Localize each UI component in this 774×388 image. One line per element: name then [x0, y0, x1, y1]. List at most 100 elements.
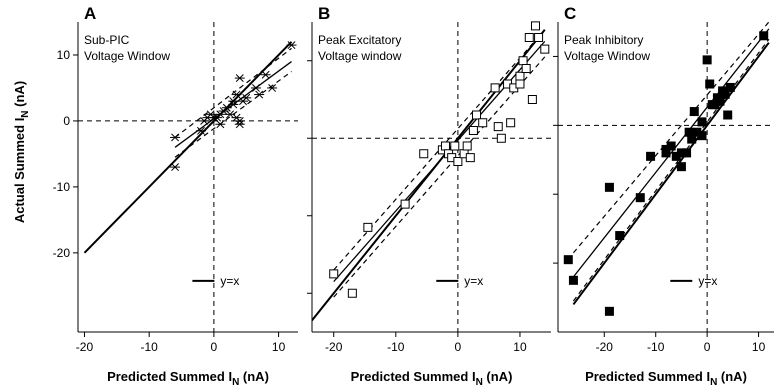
data-point — [697, 131, 707, 141]
data-point — [687, 134, 697, 144]
data-point — [530, 21, 540, 31]
data-point — [250, 84, 261, 92]
x-tick-label: -10 — [647, 340, 665, 354]
x-tick-label: 0 — [455, 340, 462, 354]
panel-a: -20 -10 0 10 -20 -10 0 10 A Sub-PIC Voltage Window… — [53, 4, 298, 388]
identity-line — [83, 41, 293, 254]
regression-line — [572, 28, 770, 278]
x-tick-label: 0 — [704, 340, 711, 354]
data-point-stroke — [287, 41, 296, 50]
data-point — [563, 255, 573, 265]
identity-line — [312, 29, 546, 322]
data-point — [715, 96, 725, 106]
x-axis-label: Predicted Summed IN (nA) — [585, 369, 747, 388]
x-tick-label: 10 — [752, 340, 766, 354]
data-point — [682, 148, 692, 158]
confidence-lower-line — [572, 38, 770, 302]
panel-title-line: Voltage Window — [564, 49, 650, 63]
x-axis-label-sub: N — [476, 377, 483, 388]
plot-area — [312, 21, 551, 332]
data-point — [241, 93, 252, 102]
data-point-stroke — [171, 163, 180, 172]
y-tick-label: -20 — [53, 246, 71, 260]
data-point — [215, 120, 226, 129]
data-point — [506, 118, 516, 128]
data-point — [615, 231, 625, 241]
data-point — [170, 163, 181, 172]
data-point — [702, 55, 712, 65]
confidence-upper-line — [572, 21, 770, 254]
data-point-stroke — [171, 133, 180, 142]
data-point — [329, 269, 339, 279]
data-point — [347, 288, 357, 298]
legend-label: y=x — [464, 274, 483, 288]
data-point-stroke — [235, 120, 244, 129]
confidence-lower-line — [333, 56, 546, 298]
x-axis-label-main: Predicted Summed I — [351, 369, 476, 384]
data-point — [518, 56, 528, 66]
confidence-upper-line — [174, 47, 292, 138]
data-point — [646, 151, 656, 161]
data-point — [419, 149, 429, 159]
x-axis-label-unit: (nA) — [717, 369, 747, 384]
data-point — [521, 64, 531, 73]
data-point — [705, 79, 715, 89]
x-tick-label: -20 — [596, 340, 614, 354]
x-axis-label: Predicted Summed IN (nA) — [107, 369, 269, 388]
data-point — [697, 117, 707, 127]
regression-line — [333, 40, 546, 283]
data-point — [496, 133, 506, 143]
identity-line — [572, 42, 770, 306]
data-point — [759, 31, 769, 41]
data-point — [472, 110, 482, 120]
data-point — [478, 118, 488, 128]
data-point — [228, 97, 239, 106]
panels: -20 -10 0 10 -20 -10 0 10 A Sub-PIC Voltage Window… — [53, 4, 774, 388]
data-point — [604, 182, 614, 192]
x-tick-label: -10 — [141, 340, 159, 354]
data-point — [493, 122, 503, 132]
data-point — [725, 82, 735, 92]
plot-area — [558, 21, 774, 332]
data-point — [635, 193, 645, 203]
data-point-stroke — [235, 74, 244, 83]
data-point-stroke — [251, 84, 260, 92]
panel-c: -20 -10 0 10 C Peak Inhibitory Voltage Window y… — [553, 4, 774, 388]
y-tick-label: 10 — [57, 48, 71, 62]
data-point — [465, 153, 475, 163]
plot-area — [78, 22, 298, 332]
x-tick-label: -10 — [387, 340, 405, 354]
data-point — [468, 126, 478, 135]
data-point — [363, 222, 373, 232]
data-point — [453, 157, 463, 166]
x-axis-label-main: Predicted Summed I — [107, 369, 232, 384]
legend-label: y=x — [698, 274, 717, 288]
x-tick-label: 10 — [513, 340, 527, 354]
data-point-stroke — [255, 90, 264, 99]
data-point — [267, 84, 278, 92]
panel-title-line: Peak Excitatory — [318, 33, 401, 47]
x-axis-label-main: Predicted Summed I — [585, 369, 710, 384]
data-point — [515, 71, 525, 81]
data-point — [195, 126, 206, 135]
x-tick-label: -20 — [76, 340, 94, 354]
data-point-stroke — [242, 93, 251, 102]
data-point — [689, 107, 699, 117]
y-axis-label: Actual Summed IN (nA) — [12, 81, 31, 223]
data-point — [676, 162, 686, 172]
data-point-stroke — [226, 110, 235, 119]
data-point — [666, 141, 676, 151]
data-point — [234, 120, 245, 129]
data-point-stroke — [196, 126, 205, 135]
x-tick-label: 0 — [211, 340, 218, 354]
data-point — [568, 275, 578, 285]
panel-title-line: Sub-PIC — [84, 33, 130, 47]
panel-b: -20 -10 0 10 B Peak Excitatory Voltage window y… — [307, 4, 551, 388]
data-point — [234, 74, 245, 83]
data-point-stroke — [261, 70, 270, 79]
x-axis-label-sub: N — [232, 377, 239, 388]
data-point-stroke — [216, 120, 225, 129]
data-point — [534, 33, 544, 42]
data-point — [490, 83, 500, 93]
